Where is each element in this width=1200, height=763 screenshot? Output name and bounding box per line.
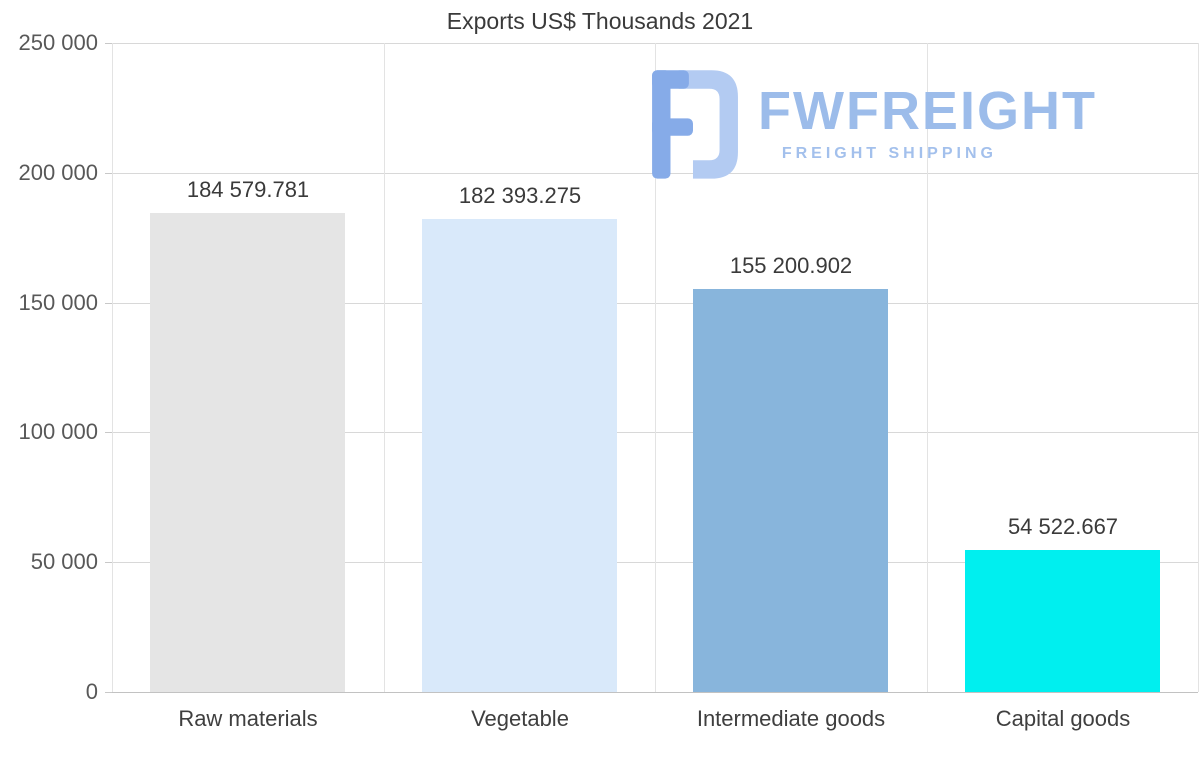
bar-value-label: 184 579.781: [186, 177, 310, 202]
chart-title: Exports US$ Thousands 2021: [446, 8, 754, 34]
bar: [422, 219, 617, 692]
y-tick-mark: [105, 43, 112, 44]
h-gridline: [112, 692, 1198, 693]
y-tick-mark: [105, 562, 112, 564]
v-gridline: [112, 43, 113, 692]
y-axis-tick-label: 250 000: [18, 30, 98, 55]
v-gridline: [655, 43, 656, 692]
bar: [965, 550, 1160, 692]
y-axis-tick-label: 150 000: [18, 289, 98, 315]
bar: [693, 289, 888, 692]
y-tick-mark: [105, 302, 112, 304]
y-axis-tick-label: 0: [85, 679, 98, 704]
x-axis-category-label: Raw materials: [178, 706, 318, 731]
watermark-brand-text: FWFREIGHT: [758, 81, 1097, 141]
watermark-text-block: FWFREIGHT FREIGHT SHIPPING: [758, 66, 1097, 162]
bar-value-label: 182 393.275: [458, 183, 582, 208]
bar-value-label: 155 200.902: [729, 253, 853, 278]
y-tick-mark: [105, 692, 112, 693]
watermark-logo: FWFREIGHT FREIGHT SHIPPING: [648, 66, 1097, 184]
x-axis-category-label: Intermediate goods: [696, 706, 886, 731]
v-gridline: [1198, 43, 1199, 692]
watermark-tagline-text: FREIGHT SHIPPING: [781, 145, 997, 162]
bar-value-label: 54 522.667: [1007, 514, 1119, 539]
y-tick-mark: [105, 432, 112, 434]
x-axis-category-label: Capital goods: [995, 706, 1131, 731]
fwfreight-logo-icon: [652, 70, 738, 179]
y-axis-tick-label: 100 000: [18, 419, 98, 445]
bar: [150, 213, 345, 692]
y-tick-mark: [105, 172, 112, 174]
y-axis-tick-label: 50 000: [30, 549, 98, 575]
y-axis-tick-label: 200 000: [18, 159, 98, 185]
v-gridline: [384, 43, 385, 692]
x-axis-category-label: Vegetable: [471, 706, 569, 731]
v-gridline: [927, 43, 928, 692]
